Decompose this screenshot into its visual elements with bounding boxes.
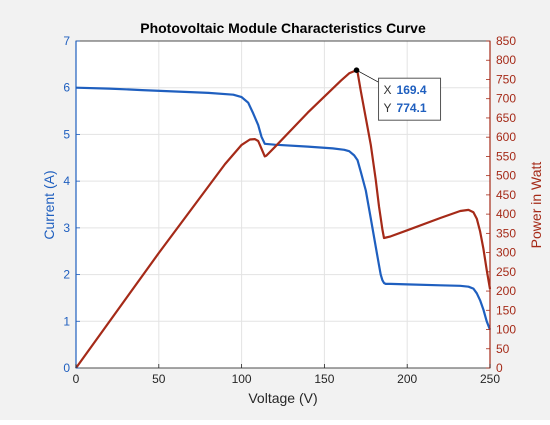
y-left-tick-label: 7 <box>63 34 70 48</box>
y-left-tick-label: 2 <box>63 268 70 282</box>
y-right-tick-label: 0 <box>496 361 503 375</box>
y-right-tick-label: 250 <box>496 265 516 279</box>
left-axis: 0 1 2 3 4 5 6 7 <box>63 34 80 375</box>
y-right-axis-label: Power in Watt <box>528 162 544 249</box>
x-tick-label: 200 <box>397 372 417 386</box>
y-right-tick-label: 200 <box>496 284 516 298</box>
chart-title: Photovoltaic Module Characteristics Curv… <box>140 20 426 36</box>
y-right-tick-label: 150 <box>496 303 516 317</box>
series-layer <box>75 69 492 369</box>
y-left-tick-label: 1 <box>63 314 70 328</box>
y-left-tick-label: 4 <box>63 174 70 188</box>
data-tip-x-value: 169.4 <box>397 83 427 97</box>
data-tip-box <box>378 77 442 121</box>
y-right-tick-label: 400 <box>496 207 516 221</box>
power-series-line <box>75 69 492 369</box>
x-tick-label: 250 <box>480 372 500 386</box>
x-tick-label: 50 <box>152 372 166 386</box>
data-tip-leader <box>356 69 379 83</box>
data-tip-x-label: X <box>384 83 392 97</box>
right-axis: 0 50 100 150 200 250 300 350 400 450 500 550 600 650 7… <box>486 34 516 375</box>
y-left-tick-label: 5 <box>63 127 70 141</box>
y-right-tick-label: 750 <box>496 72 516 86</box>
x-tick-label: 100 <box>232 372 252 386</box>
y-right-tick-label: 700 <box>496 92 516 106</box>
y-right-tick-label: 350 <box>496 226 516 240</box>
data-tip[interactable]: X 169.4 Y 774.1 <box>353 67 442 121</box>
y-left-tick-label: 3 <box>63 221 70 235</box>
y-left-axis-label: Current (A) <box>41 170 57 239</box>
y-left-tick-label: 0 <box>63 361 70 375</box>
data-tip-y-label: Y <box>384 101 392 115</box>
data-tip-y-value: 774.1 <box>397 101 427 115</box>
y-right-tick-label: 100 <box>496 323 516 337</box>
data-tip-marker <box>353 67 360 73</box>
x-axis: 0 50 100 150 200 250 <box>73 364 500 386</box>
y-left-tick-label: 6 <box>63 81 70 95</box>
y-right-tick-label: 550 <box>496 149 516 163</box>
y-right-tick-label: 850 <box>496 34 516 48</box>
y-right-tick-label: 800 <box>496 53 516 67</box>
x-tick-label: 0 <box>73 372 80 386</box>
y-right-tick-label: 300 <box>496 246 516 260</box>
y-right-tick-label: 450 <box>496 188 516 202</box>
x-tick-label: 150 <box>314 372 334 386</box>
y-right-tick-label: 500 <box>496 169 516 183</box>
y-right-tick-label: 50 <box>496 342 510 356</box>
x-axis-label: Voltage (V) <box>248 390 317 406</box>
current-series-line <box>75 86 492 331</box>
y-right-tick-label: 600 <box>496 130 516 144</box>
y-right-tick-label: 650 <box>496 111 516 125</box>
